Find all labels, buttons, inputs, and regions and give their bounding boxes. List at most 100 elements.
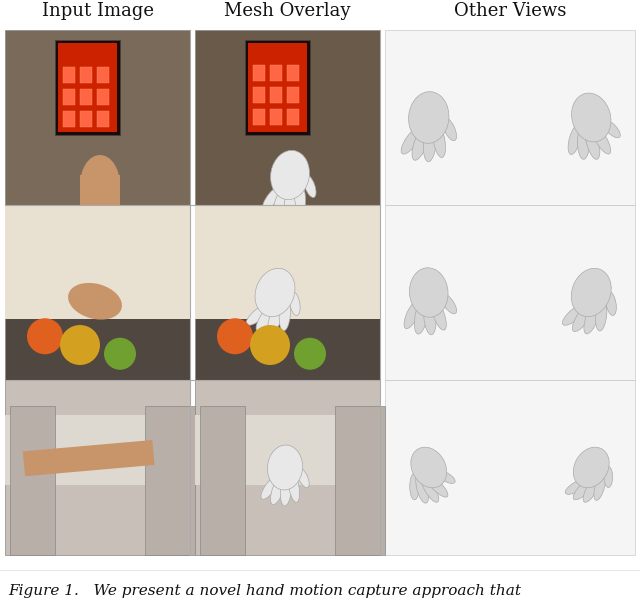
Circle shape <box>60 325 100 365</box>
Ellipse shape <box>261 476 279 499</box>
Ellipse shape <box>279 298 291 331</box>
Circle shape <box>294 338 326 370</box>
Bar <box>5 380 190 555</box>
Bar <box>10 406 55 555</box>
Ellipse shape <box>294 180 305 213</box>
Bar <box>23 440 154 476</box>
Bar <box>5 415 190 485</box>
Ellipse shape <box>595 298 607 331</box>
Ellipse shape <box>297 467 309 488</box>
Ellipse shape <box>572 269 611 317</box>
Bar <box>97 67 109 83</box>
Ellipse shape <box>416 474 429 503</box>
Bar <box>80 67 92 83</box>
Ellipse shape <box>256 302 278 331</box>
Ellipse shape <box>404 300 420 329</box>
Ellipse shape <box>246 304 271 325</box>
Circle shape <box>27 319 63 354</box>
Bar <box>63 111 75 127</box>
Ellipse shape <box>271 150 309 200</box>
Ellipse shape <box>289 292 300 315</box>
Ellipse shape <box>442 118 456 141</box>
Ellipse shape <box>591 125 611 154</box>
Ellipse shape <box>280 473 292 506</box>
Ellipse shape <box>410 473 419 500</box>
Bar <box>195 380 380 555</box>
Bar <box>195 205 380 319</box>
Bar <box>385 205 635 380</box>
Bar <box>55 40 120 135</box>
Ellipse shape <box>80 155 120 215</box>
Ellipse shape <box>303 175 316 197</box>
Bar <box>270 65 282 81</box>
Text: Input Image: Input Image <box>42 2 154 20</box>
Bar <box>58 43 117 132</box>
Bar <box>63 67 75 83</box>
Bar <box>145 406 195 555</box>
Ellipse shape <box>573 447 609 488</box>
Ellipse shape <box>268 445 303 490</box>
Bar <box>5 205 190 319</box>
Ellipse shape <box>255 269 295 317</box>
Bar <box>253 87 265 103</box>
Text: Mesh Overlay: Mesh Overlay <box>224 2 351 20</box>
Ellipse shape <box>440 293 456 314</box>
Ellipse shape <box>585 124 600 160</box>
Ellipse shape <box>572 93 611 142</box>
Bar <box>335 406 385 555</box>
Bar <box>80 89 92 105</box>
Ellipse shape <box>68 283 122 320</box>
Ellipse shape <box>584 300 601 334</box>
Ellipse shape <box>604 466 612 487</box>
Ellipse shape <box>565 479 589 495</box>
Ellipse shape <box>431 299 446 330</box>
Ellipse shape <box>583 474 601 502</box>
Circle shape <box>104 338 136 370</box>
Text: Figure 1.   We present a novel hand motion capture approach that: Figure 1. We present a novel hand motion… <box>8 584 521 598</box>
Circle shape <box>250 325 290 365</box>
Ellipse shape <box>289 473 300 502</box>
Ellipse shape <box>424 298 436 335</box>
Ellipse shape <box>436 471 455 484</box>
Ellipse shape <box>563 304 587 325</box>
Bar <box>80 175 120 205</box>
Bar <box>195 30 380 205</box>
Ellipse shape <box>412 125 429 160</box>
Ellipse shape <box>433 124 445 158</box>
Bar <box>200 406 245 555</box>
Bar <box>385 380 635 555</box>
Bar <box>248 43 307 132</box>
Bar <box>253 109 265 125</box>
Ellipse shape <box>594 473 605 501</box>
Ellipse shape <box>263 185 284 209</box>
Ellipse shape <box>271 474 285 505</box>
Ellipse shape <box>424 124 436 162</box>
Bar <box>195 205 380 380</box>
Ellipse shape <box>427 476 448 497</box>
Ellipse shape <box>572 302 595 331</box>
Bar <box>287 65 299 81</box>
Ellipse shape <box>411 447 447 488</box>
Circle shape <box>217 319 253 354</box>
Bar <box>270 109 282 125</box>
Ellipse shape <box>284 181 298 217</box>
Bar <box>245 40 310 135</box>
Bar <box>287 87 299 103</box>
Bar <box>287 109 299 125</box>
Bar <box>5 205 190 380</box>
Bar <box>270 87 282 103</box>
Ellipse shape <box>408 92 449 143</box>
Ellipse shape <box>568 125 581 155</box>
Ellipse shape <box>420 474 439 502</box>
Bar <box>195 415 380 485</box>
Text: Other Views: Other Views <box>454 2 566 20</box>
Ellipse shape <box>414 300 428 334</box>
Ellipse shape <box>602 119 620 138</box>
Ellipse shape <box>577 124 589 160</box>
Ellipse shape <box>573 477 596 500</box>
Ellipse shape <box>605 292 616 315</box>
Ellipse shape <box>268 300 285 334</box>
Ellipse shape <box>273 183 292 216</box>
Ellipse shape <box>401 127 422 154</box>
Bar <box>5 30 190 205</box>
